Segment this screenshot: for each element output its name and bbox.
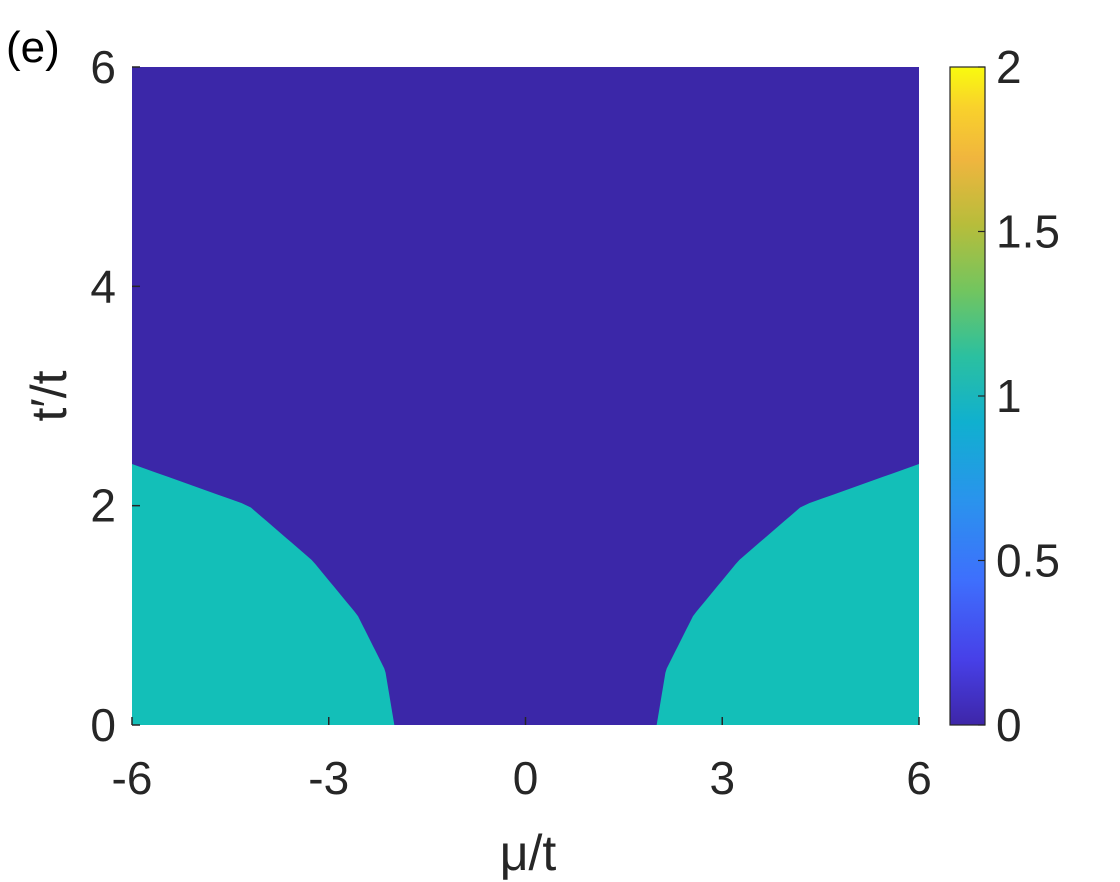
colorbar-ticks: 0 0.5 1 1.5 2 xyxy=(978,41,1060,751)
x-axis-label: μ/t xyxy=(500,825,557,881)
y-axis-ticks: 0 2 4 6 xyxy=(90,41,140,751)
colorbar-tick-label: 2 xyxy=(996,41,1022,93)
x-tick-label: 6 xyxy=(906,752,932,804)
colorbar-tick-label: 1.5 xyxy=(996,206,1060,258)
y-tick-label: 4 xyxy=(90,260,116,312)
colorbar-tick-label: 0 xyxy=(996,699,1022,751)
y-tick-label: 0 xyxy=(90,699,116,751)
y-axis-label: t′/t xyxy=(21,370,77,421)
x-axis-ticks: -6 -3 0 3 6 xyxy=(112,717,932,804)
x-tick-label: 0 xyxy=(513,752,539,804)
plot-area xyxy=(132,67,919,725)
x-tick-label: 3 xyxy=(709,752,735,804)
colorbar-tick-label: 0.5 xyxy=(996,535,1060,587)
panel-label: (e) xyxy=(6,23,60,72)
colorbar: 0 0.5 1 1.5 2 xyxy=(949,41,1060,751)
region-value-1-right xyxy=(656,463,919,725)
colorbar-tick-label: 1 xyxy=(996,370,1022,422)
y-tick-label: 6 xyxy=(90,41,116,93)
x-tick-label: -6 xyxy=(112,752,153,804)
y-tick-label: 2 xyxy=(90,480,116,532)
region-value-1-left xyxy=(132,463,395,725)
x-tick-label: -3 xyxy=(308,752,349,804)
